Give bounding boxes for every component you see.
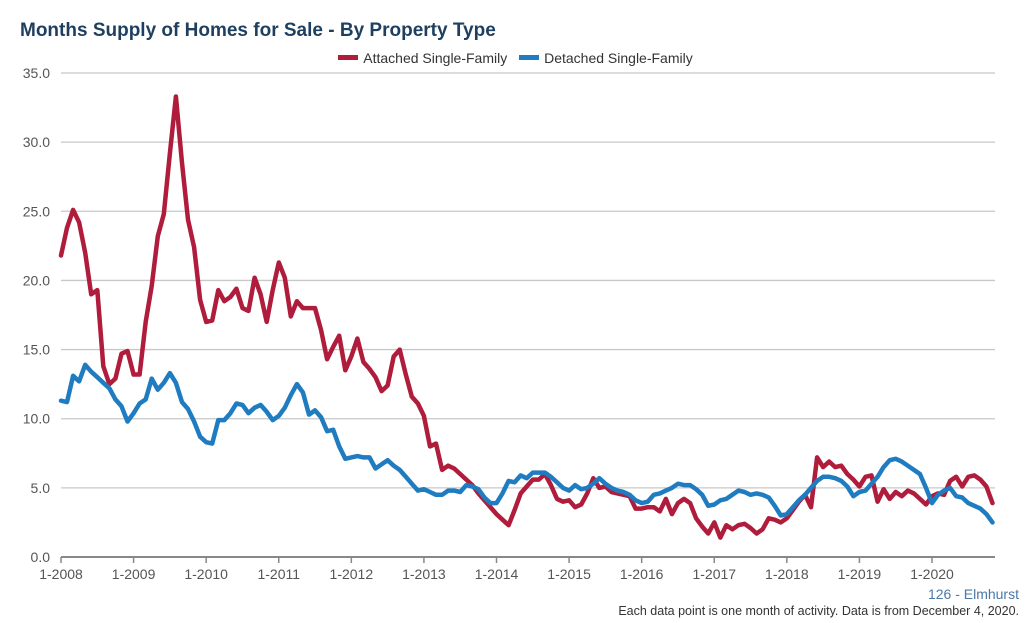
y-tick-label: 0.0	[31, 549, 51, 565]
legend-label-attached: Attached Single-Family	[363, 49, 508, 66]
series-line-attached	[58, 94, 995, 540]
x-tick-label: 1-2020	[910, 566, 954, 582]
x-tick-label: 1-2012	[330, 566, 374, 582]
x-tick-label: 1-2014	[475, 566, 519, 582]
legend-label-detached: Detached Single-Family	[544, 49, 693, 66]
y-tick-label: 5.0	[31, 480, 51, 496]
x-tick-label: 1-2017	[692, 566, 736, 582]
x-tick-label: 1-2010	[184, 566, 228, 582]
x-tick-label: 1-2019	[838, 566, 882, 582]
y-tick-label: 25.0	[23, 203, 50, 219]
x-tick-label: 1-2011	[257, 566, 300, 582]
legend: Attached Single-Family Detached Single-F…	[0, 47, 1031, 66]
x-tick-label: 1-2008	[39, 566, 83, 582]
y-tick-label: 35.0	[23, 65, 50, 81]
legend-item-attached[interactable]: Attached Single-Family	[338, 50, 507, 66]
footnote: Each data point is one month of activity…	[618, 604, 1019, 618]
y-tick-label: 15.0	[23, 342, 50, 358]
legend-swatch-attached	[338, 55, 359, 60]
x-tick-label: 1-2018	[765, 566, 809, 582]
x-tick-label: 1-2009	[112, 566, 156, 582]
x-tick-label: 1-2016	[620, 566, 664, 582]
y-tick-label: 20.0	[23, 272, 50, 288]
region-label: 126 - Elmhurst	[927, 586, 1019, 602]
y-tick-label: 10.0	[23, 411, 50, 427]
x-tick-label: 1-2013	[402, 566, 446, 582]
legend-item-detached[interactable]: Detached Single-Family	[519, 50, 693, 66]
chart-title: Months Supply of Homes for Sale - By Pro…	[20, 20, 496, 41]
series-line-detached	[58, 362, 995, 525]
x-tick-label: 1-2015	[547, 566, 591, 582]
legend-swatch-detached	[519, 55, 540, 60]
y-tick-label: 30.0	[23, 134, 50, 150]
